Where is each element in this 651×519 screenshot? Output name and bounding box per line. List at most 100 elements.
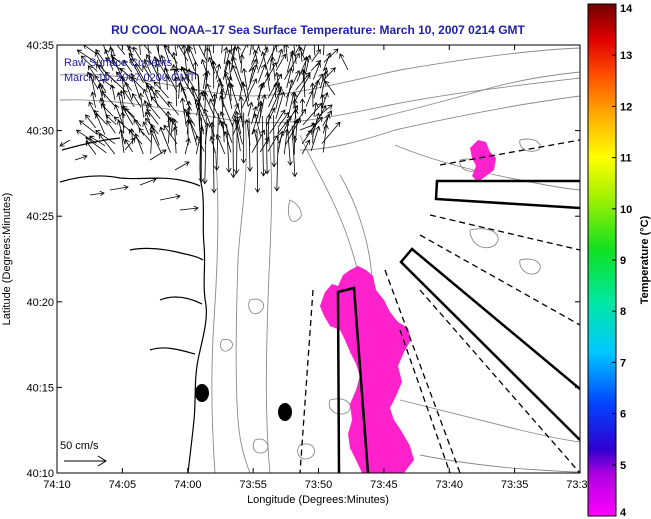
current-vector: [172, 126, 178, 154]
current-vector: [104, 57, 123, 72]
current-vector: [159, 126, 171, 153]
current-vector: [134, 132, 144, 155]
current-vector: [204, 47, 211, 81]
current-vector: [109, 84, 116, 101]
current-vector: [339, 53, 349, 71]
current-vector: [226, 123, 232, 173]
x-tick-label: 74:10: [43, 479, 71, 491]
current-vector: [277, 48, 284, 64]
y-tick-label: 40:25: [26, 211, 54, 223]
survey-box-lower-right: [399, 247, 580, 441]
colorbar-tick-label: 9: [620, 255, 626, 267]
current-vector: [223, 73, 233, 109]
current-vector: [184, 137, 191, 155]
current-vector: [104, 71, 125, 90]
colorbar-tick-label: 6: [620, 409, 626, 421]
current-vector: [293, 45, 297, 64]
current-vector: [248, 58, 257, 73]
current-vector: [206, 83, 215, 101]
current-vector: [138, 92, 145, 118]
current-vector: [187, 45, 196, 63]
current-vector: [95, 113, 106, 135]
current-vector: [80, 55, 98, 72]
current-vector: [309, 82, 316, 108]
current-vector: [145, 82, 159, 99]
current-vector: [299, 98, 306, 116]
current-vector: [198, 45, 208, 62]
current-vector: [219, 111, 233, 144]
current-vector: [312, 101, 319, 117]
current-vector: [258, 63, 267, 83]
current-vector: [124, 137, 136, 151]
current-vector: [129, 57, 144, 83]
current-vector: [179, 205, 199, 212]
current-vector: [321, 91, 329, 110]
current-vector: [94, 51, 105, 72]
current-vector: [139, 45, 141, 55]
current-vector: [312, 62, 322, 80]
y-axis-ticks: 40:35 40:30 40:25 40:20 40:15 40:10: [26, 40, 580, 480]
radar-site-marker: [278, 403, 292, 421]
current-vector: [264, 45, 268, 53]
current-vector: [277, 130, 285, 155]
current-vector: [257, 45, 261, 53]
ocean-background: [57, 45, 580, 473]
current-vector: [252, 49, 259, 65]
current-vector: [264, 71, 271, 92]
current-vector: [292, 108, 299, 137]
current-vector: [271, 115, 277, 168]
y-tick-label: 40:10: [26, 468, 54, 480]
current-vector: [253, 113, 261, 137]
current-vector: [181, 66, 195, 89]
current-vector: [211, 60, 225, 91]
current-vector: [93, 109, 107, 125]
current-vector: [171, 51, 178, 71]
current-vector: [251, 45, 260, 65]
x-axis-ticks: 74:10 74:05 74:00 73:55 73:50 73:45 73:40 73:35…: [43, 45, 594, 491]
current-vector: [115, 71, 133, 91]
current-vector: [85, 137, 107, 154]
current-vector: [109, 45, 116, 56]
current-vector: [88, 72, 97, 98]
current-vector: [119, 67, 136, 82]
current-vector: [195, 135, 205, 152]
current-vector: [319, 104, 333, 116]
x-tick-label: 73:45: [370, 479, 398, 491]
current-vector: [239, 53, 245, 73]
current-vector: [176, 82, 183, 99]
current-vector: [299, 122, 317, 131]
current-vector: [221, 45, 223, 54]
current-vector: [247, 101, 254, 117]
current-vector: [78, 120, 98, 135]
current-vector: [324, 80, 336, 96]
current-vector: [285, 78, 294, 107]
x-tick-label: 73:30: [566, 479, 594, 491]
x-tick-label: 73:55: [239, 479, 267, 491]
current-vector: [233, 112, 240, 175]
current-vector: [257, 83, 264, 109]
current-vector: [264, 118, 270, 175]
survey-box-upper-right: [434, 179, 580, 210]
current-vector: [118, 128, 125, 153]
current-vector: [142, 64, 153, 81]
current-vector: [320, 70, 329, 99]
current-vector: [192, 61, 199, 80]
current-vector: [100, 103, 114, 117]
current-vector: [283, 45, 285, 53]
current-vector: [109, 184, 129, 191]
current-vector: [119, 75, 126, 100]
current-vector: [275, 85, 283, 110]
current-vector: [323, 52, 332, 71]
current-vector: [164, 67, 178, 92]
current-vector: [274, 71, 280, 90]
x-tick-label: 74:00: [174, 479, 202, 491]
x-tick-label: 73:35: [501, 479, 529, 491]
current-vector: [230, 45, 233, 55]
survey-box-vertical: [336, 286, 370, 473]
current-vector: [267, 134, 278, 152]
current-vector: [163, 124, 178, 145]
current-vector: [159, 194, 181, 201]
current-vector: [149, 149, 167, 161]
current-vector: [187, 119, 198, 146]
y-axis-label: Latitude (Degrees:Minutes): [1, 193, 13, 326]
